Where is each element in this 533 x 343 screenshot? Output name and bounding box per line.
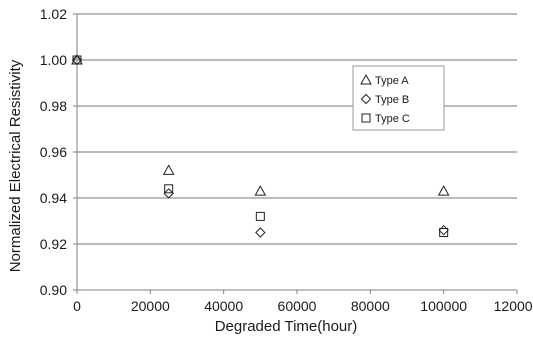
y-tick-label: 0.92 — [40, 236, 67, 252]
data-point-type-b — [163, 188, 174, 199]
data-point-type-a — [162, 164, 175, 175]
data-point-type-c — [72, 55, 82, 65]
legend-marker — [360, 93, 372, 105]
data-point-type-c — [164, 184, 174, 194]
x-tick-label: 20000 — [131, 298, 170, 314]
legend: Type A Type B Type C — [352, 65, 445, 131]
data-point-type-a — [437, 185, 450, 196]
y-tick-labels: 0.90 0.92 0.94 0.96 0.98 1.00 1.02 — [40, 6, 77, 298]
y-tick-label: 1.00 — [40, 52, 67, 68]
x-tick-label: 0 — [73, 298, 81, 314]
grid-lines — [77, 13, 517, 245]
data-point-type-a — [254, 185, 267, 196]
x-tick-label: 100000 — [420, 298, 467, 314]
x-tick-label: 80000 — [351, 298, 390, 314]
data-point-type-c — [255, 211, 265, 221]
data-point-type-b — [255, 227, 266, 238]
y-tick-label: 0.98 — [40, 98, 67, 114]
y-tick-label: 0.96 — [40, 144, 67, 160]
y-tick-label: 0.94 — [40, 190, 67, 206]
data-points — [71, 53, 450, 238]
data-point-type-c — [439, 228, 449, 237]
y-axis-title: Normalized Electrical Resistivity — [7, 59, 24, 272]
legend-marker — [361, 113, 371, 123]
data-point-type-b — [438, 224, 449, 236]
x-tick-label: 60000 — [278, 298, 317, 314]
y-tick-label: 1.02 — [40, 6, 67, 22]
x-tick-labels: 0 20000 40000 60000 80000 100000 120000 — [73, 290, 533, 314]
y-tick-label: 0.90 — [40, 282, 67, 298]
legend-label: Type A — [375, 75, 409, 87]
x-tick-label: 120000 — [494, 298, 533, 314]
x-axis-title: Degraded Time(hour) — [215, 318, 358, 335]
legend-marker — [360, 73, 372, 85]
legend-label: Type B — [375, 94, 409, 106]
x-tick-label: 40000 — [204, 298, 243, 314]
legend-box — [352, 65, 445, 131]
legend-label: Type C — [375, 113, 410, 125]
